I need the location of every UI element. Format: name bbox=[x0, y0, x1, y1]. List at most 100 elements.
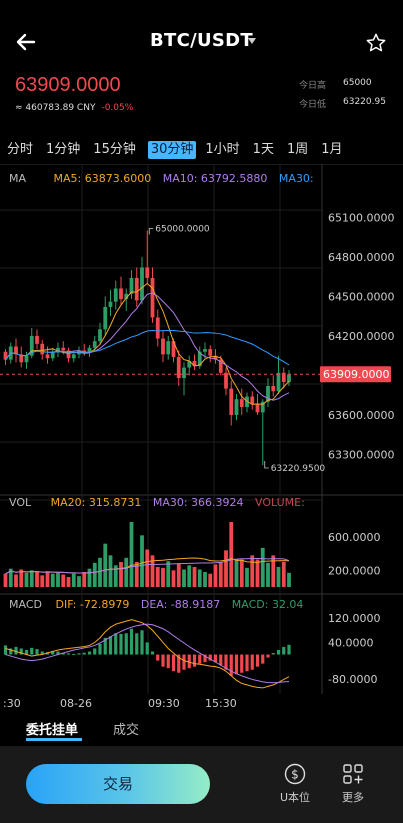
interval-tab-2[interactable]: 15分钟 bbox=[93, 142, 136, 157]
candle-body bbox=[260, 401, 265, 413]
macd-bar bbox=[35, 649, 39, 655]
trade-button[interactable]: 交易 bbox=[26, 764, 210, 804]
volume-bar bbox=[108, 555, 113, 587]
interval-tab-7[interactable]: 1月 bbox=[321, 142, 343, 157]
candle-body bbox=[108, 301, 113, 307]
volume-axis-label: 200.0000 bbox=[328, 564, 381, 577]
volume-bar bbox=[192, 567, 197, 587]
candle-body bbox=[287, 374, 291, 383]
volume-bar bbox=[45, 571, 50, 587]
high-label: 今日高 bbox=[299, 81, 327, 91]
macd-bar bbox=[271, 653, 275, 655]
u-base-label: U本位 bbox=[279, 791, 311, 804]
bottom-bar: 交易 $ U本位 更多 bbox=[0, 746, 403, 823]
macd-axis-label: -80.0000 bbox=[328, 673, 377, 686]
volume-bar bbox=[145, 549, 150, 587]
svg-text:$: $ bbox=[291, 768, 299, 782]
volume-bar bbox=[50, 573, 55, 587]
time-label-3: 15:30 bbox=[205, 697, 237, 710]
vol-label: VOL bbox=[9, 496, 32, 509]
macd-bar bbox=[140, 630, 144, 655]
macd-bar bbox=[77, 653, 81, 655]
macd-bar bbox=[255, 654, 260, 667]
vol-ma30-line bbox=[5, 557, 290, 575]
macd-axis-label: 120.0000 bbox=[328, 612, 381, 625]
tab-orders[interactable]: 委托挂单 bbox=[26, 723, 79, 738]
current-price-tag: 63909.0000 bbox=[323, 368, 389, 381]
interval-tab-0[interactable]: 分时 bbox=[7, 142, 34, 157]
price-axis-label: 64500.0000 bbox=[328, 290, 394, 303]
candle-body bbox=[98, 329, 102, 342]
candle-body bbox=[176, 356, 181, 379]
tab-trades[interactable]: 成交 bbox=[113, 723, 140, 738]
time-label-1: 08-26 bbox=[60, 697, 92, 710]
macd-bar bbox=[145, 642, 149, 655]
volume-bar bbox=[187, 565, 192, 587]
macd-bar bbox=[198, 654, 202, 664]
favorite-star-icon[interactable] bbox=[365, 32, 387, 54]
macd-bar bbox=[187, 654, 191, 669]
volume-bar bbox=[155, 567, 160, 587]
grid-plus-icon bbox=[343, 764, 363, 784]
pair-title[interactable]: BTC/USDT bbox=[150, 30, 253, 51]
macd-bar bbox=[240, 654, 244, 673]
volume-bar bbox=[197, 569, 202, 587]
volume-bar bbox=[103, 543, 108, 587]
candle-body bbox=[182, 367, 186, 379]
macd-bar bbox=[114, 633, 118, 655]
volume-bar bbox=[14, 574, 18, 587]
candle-body bbox=[239, 399, 244, 408]
candle-body bbox=[203, 349, 207, 352]
volume-bar bbox=[150, 555, 155, 587]
interval-tab-6[interactable]: 1周 bbox=[286, 142, 309, 157]
volume-bar bbox=[250, 555, 255, 587]
ma10-value: MA10: 63792.5880 bbox=[162, 172, 268, 185]
candle-body bbox=[61, 347, 66, 351]
u-base-button[interactable]: $ U本位 bbox=[273, 763, 317, 805]
macd-axis-label: 40.0000 bbox=[328, 636, 374, 649]
candle-body bbox=[140, 267, 144, 301]
more-button[interactable]: 更多 bbox=[331, 763, 375, 805]
candle-body bbox=[271, 385, 276, 392]
candle-body bbox=[14, 346, 18, 355]
macd-bar bbox=[234, 654, 239, 675]
interval-tab-4[interactable]: 1小时 bbox=[205, 142, 240, 157]
candle-body bbox=[192, 360, 197, 367]
macd-bar bbox=[135, 633, 139, 655]
candle-body bbox=[129, 277, 134, 294]
price-axis-label: 64200.0000 bbox=[328, 330, 394, 343]
volume-bar bbox=[276, 567, 281, 587]
volume-bar bbox=[61, 574, 66, 587]
candle-body bbox=[19, 354, 24, 363]
time-axis: :30 08-26 09:30 15:30 bbox=[0, 697, 403, 713]
volume-bar bbox=[82, 572, 87, 587]
macd-bar bbox=[108, 636, 113, 655]
chevron-down-icon[interactable] bbox=[248, 38, 256, 44]
interval-tab-1[interactable]: 1分钟 bbox=[46, 142, 81, 157]
macd-bar bbox=[182, 654, 186, 670]
back-arrow-icon[interactable] bbox=[14, 30, 38, 54]
candle-body bbox=[71, 354, 76, 359]
macd-bar bbox=[9, 648, 13, 655]
dif-value: DIF: -72.8979 bbox=[55, 598, 130, 611]
volume-bar bbox=[213, 564, 218, 587]
kline-chart[interactable]: 63909.0000 65000.0000 63220.9500 65100.000… bbox=[0, 164, 403, 694]
ma30-value: MA30: bbox=[278, 172, 314, 185]
interval-tab-3[interactable]: 30分钟 bbox=[147, 141, 197, 159]
macd-bar bbox=[61, 652, 65, 655]
price-axis-label: 64800.0000 bbox=[328, 251, 394, 264]
dif-line bbox=[5, 619, 290, 689]
volume-value: VOLUME: bbox=[255, 496, 305, 509]
price-axis-label: 63300.0000 bbox=[328, 448, 394, 461]
candle-body bbox=[208, 349, 213, 356]
interval-tab-5[interactable]: 1天 bbox=[252, 142, 274, 157]
macd-bar bbox=[171, 654, 176, 672]
candle-body bbox=[134, 277, 139, 301]
high-value: 65000 bbox=[343, 78, 372, 88]
macd-bar bbox=[150, 651, 155, 655]
chart-axes: 65100.0000 64800.0000 64500.0000 64200.0000… bbox=[328, 211, 394, 686]
volume-bar bbox=[129, 522, 134, 587]
candle-body bbox=[229, 388, 234, 415]
candle-body bbox=[113, 288, 118, 302]
candle-body bbox=[224, 372, 228, 389]
